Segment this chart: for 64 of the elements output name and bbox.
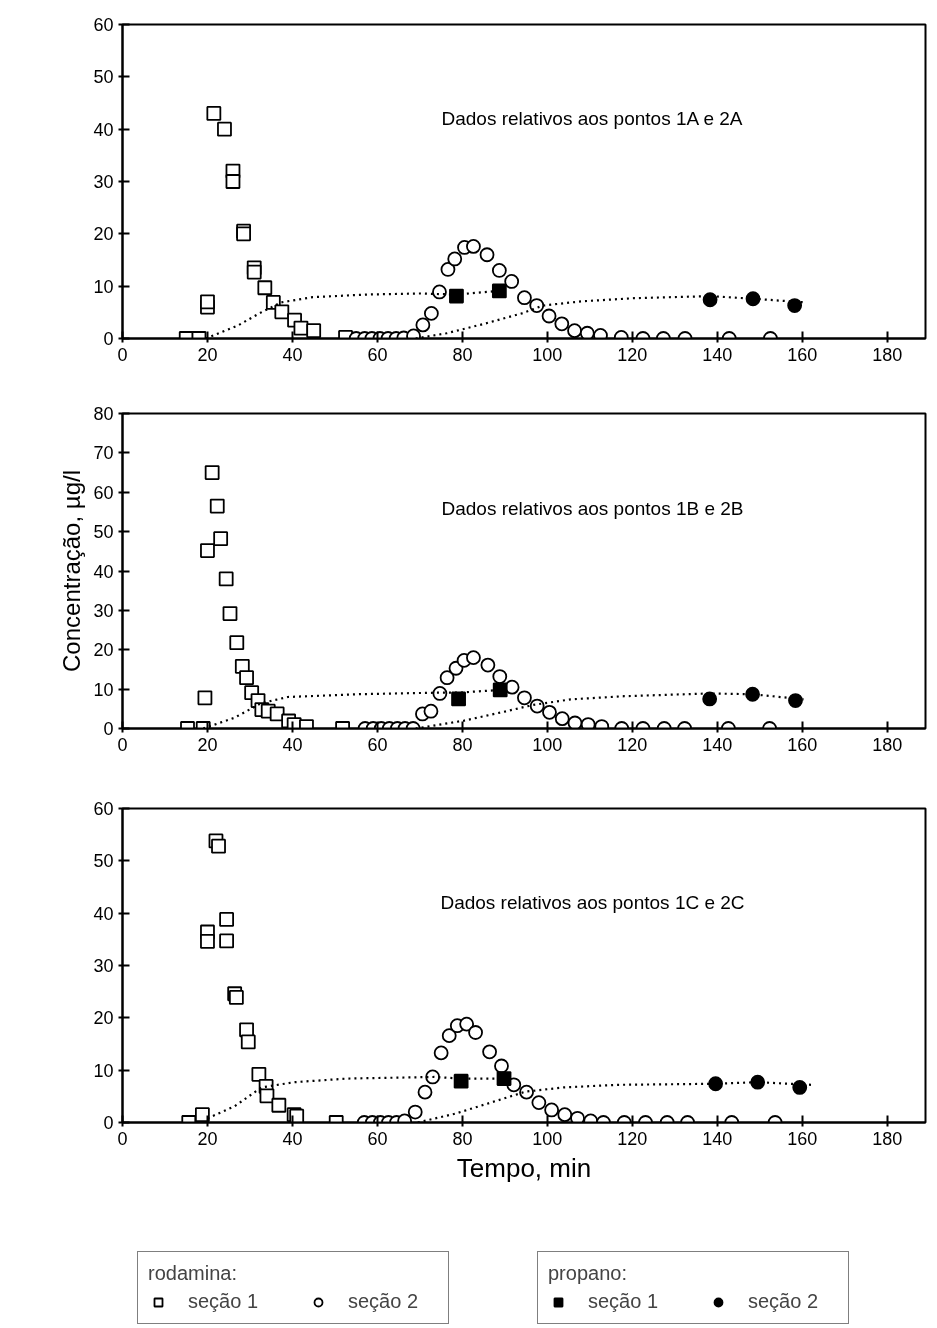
y-tick-label: 0 xyxy=(103,1113,114,1133)
y-tick-label: 50 xyxy=(93,522,114,543)
x-tick-label: 100 xyxy=(532,1128,563,1149)
y-tick-label: 30 xyxy=(93,600,114,621)
x-tick-label: 80 xyxy=(452,734,473,755)
x-tick-label: 60 xyxy=(367,734,388,755)
y-tick-label: 10 xyxy=(93,1060,114,1081)
y-tick-label: 20 xyxy=(93,224,114,245)
annotation: Dados relativos aos pontos 1C e 2C xyxy=(440,892,745,914)
x-tick-label: 180 xyxy=(872,1128,903,1149)
x-tick-label: 160 xyxy=(787,734,818,755)
x-tick-label: 100 xyxy=(532,344,563,365)
y-tick-label: 60 xyxy=(93,799,114,819)
x-tick-label: 60 xyxy=(367,344,388,365)
y-tick-label: 30 xyxy=(93,172,114,192)
x-tick-label: 20 xyxy=(197,344,218,365)
y-tick-label: 40 xyxy=(93,561,114,582)
y-tick-label: 20 xyxy=(93,640,114,661)
y-tick-label: 0 xyxy=(103,719,114,739)
text: rodamina: xyxy=(148,1262,238,1285)
annotation: Dados relativos aos pontos 1B e 2B xyxy=(441,497,744,519)
x-tick-label: 180 xyxy=(872,734,903,755)
y-tick-label: 60 xyxy=(93,482,114,503)
x-tick-label: 40 xyxy=(282,1128,303,1149)
x-tick-label: 20 xyxy=(197,1128,218,1149)
y-tick-label: 40 xyxy=(93,903,114,924)
x-tick-label: 60 xyxy=(367,1128,388,1149)
y-tick-label: 60 xyxy=(93,15,114,35)
x-tick-label: 0 xyxy=(117,344,128,365)
x-tick-label: 0 xyxy=(117,734,128,755)
y-tick-label: 10 xyxy=(93,679,114,700)
x-tick-label: 0 xyxy=(117,1128,128,1149)
y-tick-label: 0 xyxy=(103,329,114,349)
x-tick-label: 140 xyxy=(702,344,733,365)
x-tick-label: 100 xyxy=(532,734,563,755)
x-tick-label: 120 xyxy=(617,734,648,755)
x-tick-label: 20 xyxy=(197,734,218,755)
x-tick-label: 140 xyxy=(702,1128,733,1149)
x-tick-label: 40 xyxy=(282,344,303,365)
legend-label: seção 1 xyxy=(188,1290,260,1313)
x-tick-label: 80 xyxy=(452,1128,473,1149)
y-tick-label: 80 xyxy=(93,404,114,424)
x-tick-label: 40 xyxy=(282,734,303,755)
y-tick-label: 10 xyxy=(93,276,114,297)
x-tick-label: 80 xyxy=(452,344,473,365)
x-tick-label: 120 xyxy=(617,344,648,365)
legend-label: seção 2 xyxy=(348,1290,420,1313)
x-tick-label: 120 xyxy=(617,1128,648,1149)
x-tick-label: 180 xyxy=(872,344,903,365)
y-tick-label: 30 xyxy=(93,956,114,976)
text: propano: xyxy=(548,1262,628,1285)
y-tick-label: 50 xyxy=(93,67,114,88)
x-tick-label: 160 xyxy=(787,1128,818,1149)
legend-label: seção 2 xyxy=(748,1290,820,1313)
y-tick-label: 20 xyxy=(93,1008,114,1029)
y-tick-label: 50 xyxy=(93,851,114,872)
y-tick-label: 40 xyxy=(93,119,114,140)
y-axis-title: Concentração, µg/l xyxy=(58,470,86,672)
annotation: Dados relativos aos pontos 1A e 2A xyxy=(441,108,743,130)
y-tick-label: 70 xyxy=(93,443,114,464)
x-tick-label: 140 xyxy=(702,734,733,755)
legend-label: seção 1 xyxy=(588,1290,660,1313)
x-axis-title: Tempo, min xyxy=(456,1152,592,1183)
x-tick-label: 160 xyxy=(787,344,818,365)
